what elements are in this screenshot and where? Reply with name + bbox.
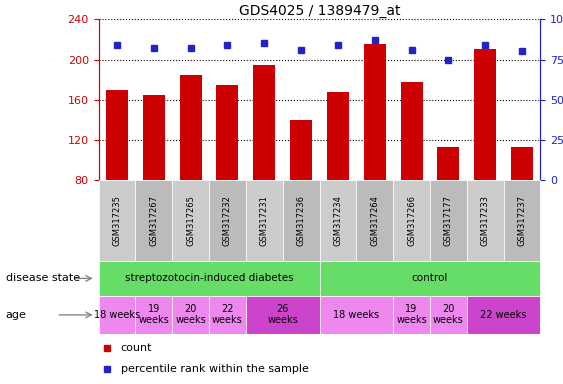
Bar — [320, 296, 393, 334]
Bar — [135, 180, 172, 261]
Bar — [216, 85, 239, 180]
Text: GSM317234: GSM317234 — [333, 195, 342, 246]
Bar — [253, 65, 275, 180]
Bar — [99, 261, 320, 296]
Bar — [364, 45, 386, 180]
Text: 19
weeks: 19 weeks — [396, 305, 427, 325]
Bar — [209, 180, 246, 261]
Text: percentile rank within the sample: percentile rank within the sample — [120, 364, 309, 374]
Bar — [504, 180, 540, 261]
Text: 18 weeks: 18 weeks — [333, 310, 379, 320]
Text: 19
weeks: 19 weeks — [138, 305, 169, 325]
Text: 18 weeks: 18 weeks — [94, 310, 140, 320]
Text: GSM317232: GSM317232 — [223, 195, 232, 246]
Bar — [467, 296, 540, 334]
Bar — [246, 180, 283, 261]
Text: GSM317233: GSM317233 — [481, 195, 490, 246]
Text: 26
weeks: 26 weeks — [267, 305, 298, 325]
Bar — [356, 180, 393, 261]
Text: GSM317177: GSM317177 — [444, 195, 453, 246]
Bar — [99, 296, 135, 334]
Text: GSM317264: GSM317264 — [370, 195, 379, 246]
Bar — [135, 296, 172, 334]
Bar — [99, 180, 135, 261]
Text: age: age — [6, 310, 26, 320]
Bar — [143, 95, 165, 180]
Text: GSM317266: GSM317266 — [407, 195, 416, 246]
Text: control: control — [412, 273, 448, 283]
Bar — [246, 296, 319, 334]
Bar — [393, 180, 430, 261]
Bar — [430, 296, 467, 334]
Bar — [430, 180, 467, 261]
Bar — [393, 296, 430, 334]
Bar — [209, 296, 246, 334]
Text: GSM317236: GSM317236 — [297, 195, 306, 246]
Bar — [319, 180, 356, 261]
Bar — [400, 82, 423, 180]
Title: GDS4025 / 1389479_at: GDS4025 / 1389479_at — [239, 4, 400, 18]
Text: GSM317231: GSM317231 — [260, 195, 269, 246]
Bar — [511, 147, 533, 180]
Bar — [290, 120, 312, 180]
Bar — [327, 92, 349, 180]
Bar — [320, 261, 540, 296]
Bar — [283, 180, 320, 261]
Bar — [437, 147, 459, 180]
Text: GSM317235: GSM317235 — [113, 195, 122, 246]
Text: GSM317267: GSM317267 — [149, 195, 158, 246]
Text: GSM317237: GSM317237 — [517, 195, 526, 246]
Text: 22
weeks: 22 weeks — [212, 305, 243, 325]
Bar — [180, 74, 202, 180]
Text: disease state: disease state — [6, 273, 80, 283]
Text: 20
weeks: 20 weeks — [433, 305, 464, 325]
Bar — [172, 180, 209, 261]
Bar — [172, 296, 209, 334]
Bar — [106, 90, 128, 180]
Bar — [474, 50, 497, 180]
Text: 20
weeks: 20 weeks — [175, 305, 206, 325]
Bar — [467, 180, 504, 261]
Text: streptozotocin-induced diabetes: streptozotocin-induced diabetes — [124, 273, 293, 283]
Text: count: count — [120, 343, 152, 353]
Text: 22 weeks: 22 weeks — [480, 310, 527, 320]
Text: GSM317265: GSM317265 — [186, 195, 195, 246]
